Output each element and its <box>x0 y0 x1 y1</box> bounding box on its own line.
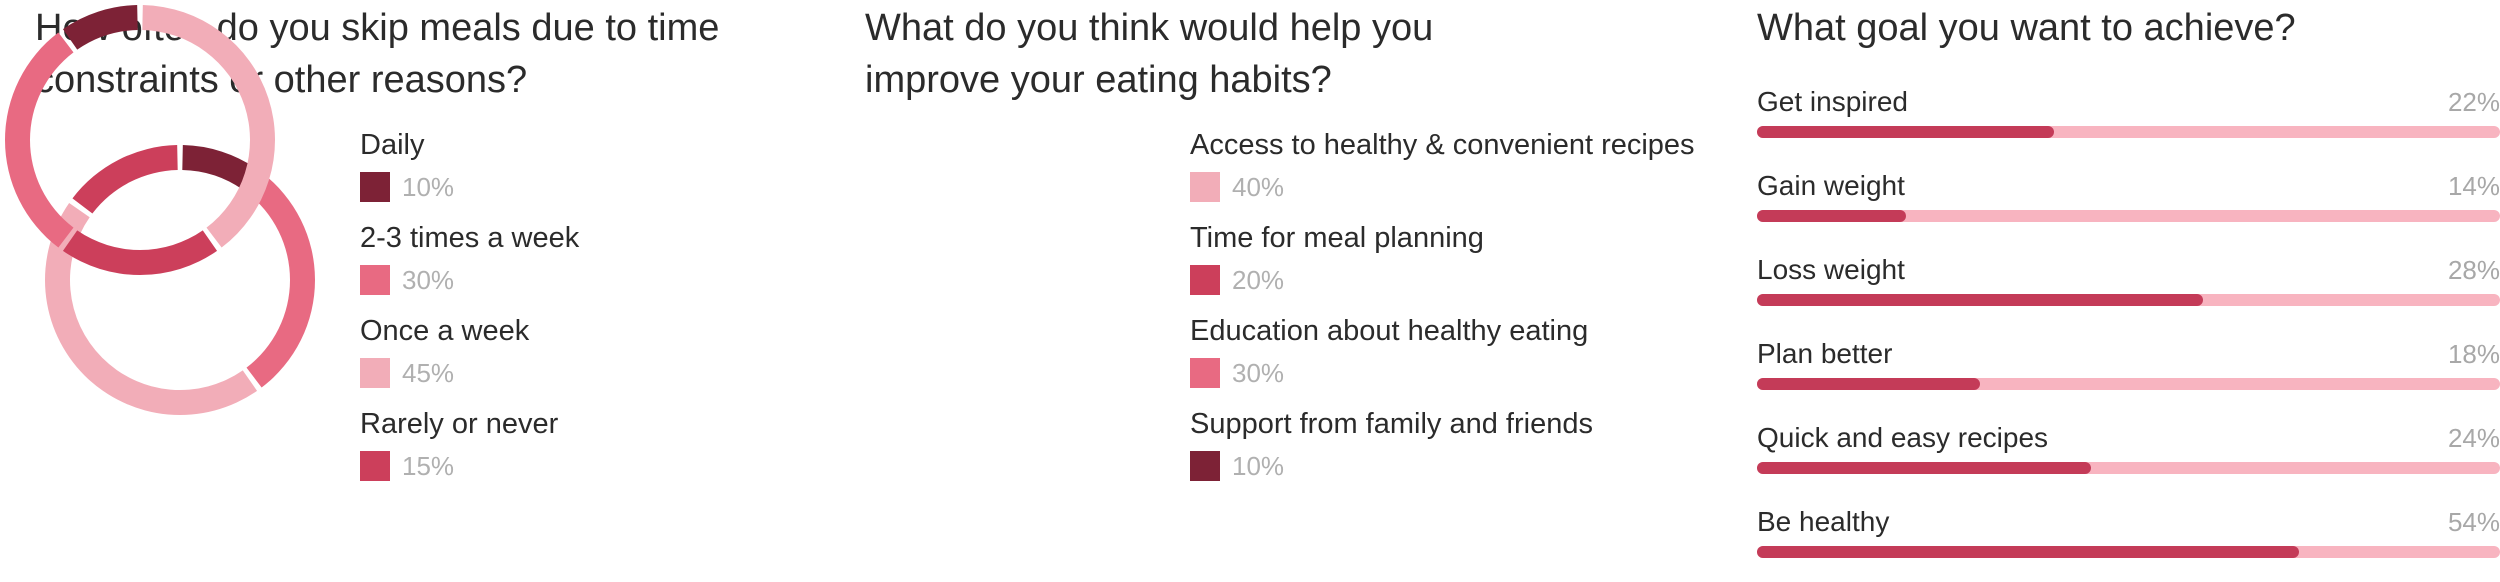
bar-fill <box>1757 126 2055 138</box>
legend-value-label: 30% <box>1232 357 1285 388</box>
legend-value-label: 10% <box>402 171 455 202</box>
bar-row: Be healthy 54% <box>1757 502 2500 582</box>
bar-fill <box>1757 210 1906 222</box>
chart-title: What goal you want to achieve? <box>1757 7 2296 49</box>
skip-meals-donut-chart <box>44 145 315 416</box>
legend-swatch <box>1190 172 1220 202</box>
bar-label: Be healthy <box>1757 506 1890 537</box>
legend-item: Time for meal planning 20% <box>1190 218 1710 302</box>
legend-item: Once a week 45% <box>360 311 820 395</box>
bar-track <box>1757 462 2500 474</box>
bar-label: Plan better <box>1757 338 1893 369</box>
bar-row: Get inspired 22% <box>1757 82 2500 162</box>
legend-swatch <box>1190 358 1220 388</box>
legend-value-label: 20% <box>1232 264 1285 295</box>
eating-habits-panel: What do you think would help you improve… <box>840 0 1740 560</box>
bar-track <box>1757 294 2500 306</box>
eating-habits-legend: Access to healthy & convenient recipes 40… <box>1190 125 1710 497</box>
legend-value-label: 45% <box>402 357 455 388</box>
bar-track <box>1757 126 2500 138</box>
donut-slice-1 <box>182 145 258 190</box>
legend-label: Rarely or never <box>360 408 559 440</box>
legend-swatch <box>360 358 390 388</box>
bar-label: Quick and easy recipes <box>1757 422 2049 453</box>
bar-value-label: 28% <box>2447 255 2500 285</box>
bar-label: Loss weight <box>1757 254 1905 285</box>
legend-value-label: 40% <box>1232 171 1285 202</box>
bar-fill <box>1757 294 2203 306</box>
bar-value-label: 54% <box>2447 507 2500 537</box>
donut-slice-4 <box>62 5 138 50</box>
skip-meals-legend: Daily 10% 2-3 times a week 30% Once a week 45… <box>360 125 820 497</box>
bar-track <box>1757 378 2500 390</box>
bar-row: Gain weight 14% <box>1757 166 2500 246</box>
donut-slice-2 <box>246 172 315 388</box>
bar-value-label: 14% <box>2447 171 2500 201</box>
skip-meals-panel: How often do you skip meals due to time … <box>0 0 840 560</box>
donut-slice-2 <box>62 230 218 276</box>
eating-habits-donut-chart <box>5 5 275 276</box>
bar-row: Loss weight 28% <box>1757 250 2500 330</box>
bar-value-label: 22% <box>2447 87 2500 117</box>
bar-label: Gain weight <box>1757 170 1905 201</box>
legend-label: Support from family and friends <box>1190 408 1593 440</box>
goals-panel: What goal you want to achieve? Get inspi… <box>1740 0 2500 560</box>
legend-item: Access to healthy & convenient recipes 40… <box>1190 125 1710 209</box>
bar-row: Quick and easy recipes 24% <box>1757 418 2500 498</box>
legend-label: Access to healthy & convenient recipes <box>1190 129 1695 161</box>
bar-row: Plan better 18% <box>1757 334 2500 414</box>
donut-slice-1 <box>142 5 275 248</box>
bar-fill <box>1757 546 2300 558</box>
legend-label: Education about healthy eating <box>1190 315 1589 347</box>
donut-slice-4 <box>72 145 178 214</box>
legend-swatch <box>1190 451 1220 481</box>
legend-item: Education about healthy eating 30% <box>1190 311 1710 395</box>
legend-label: Once a week <box>360 315 530 347</box>
legend-item: Rarely or never 15% <box>360 404 820 488</box>
legend-swatch <box>360 172 390 202</box>
legend-label: Daily <box>360 129 425 161</box>
legend-value-label: 10% <box>1232 450 1285 481</box>
bar-value-label: 18% <box>2447 339 2500 369</box>
legend-item: Daily 10% <box>360 125 820 209</box>
legend-label: 2-3 times a week <box>360 222 580 254</box>
legend-swatch <box>360 265 390 295</box>
bar-track <box>1757 210 2500 222</box>
chart-title: How often do you skip meals due to time … <box>35 7 720 101</box>
legend-item: 2-3 times a week 30% <box>360 218 820 302</box>
legend-swatch <box>360 451 390 481</box>
bar-value-label: 24% <box>2447 423 2500 453</box>
bar-track <box>1757 546 2500 558</box>
donut-slice-3 <box>44 202 258 416</box>
legend-value-label: 30% <box>402 264 455 295</box>
legend-swatch <box>1190 265 1220 295</box>
bar-fill <box>1757 462 2092 474</box>
bar-fill <box>1757 378 1980 390</box>
donut-slice-3 <box>5 32 74 248</box>
chart-title: What do you think would help you improve… <box>865 7 1434 101</box>
legend-label: Time for meal planning <box>1190 222 1484 254</box>
bar-label: Get inspired <box>1757 86 1908 117</box>
legend-item: Support from family and friends 10% <box>1190 404 1710 488</box>
legend-value-label: 15% <box>402 450 455 481</box>
